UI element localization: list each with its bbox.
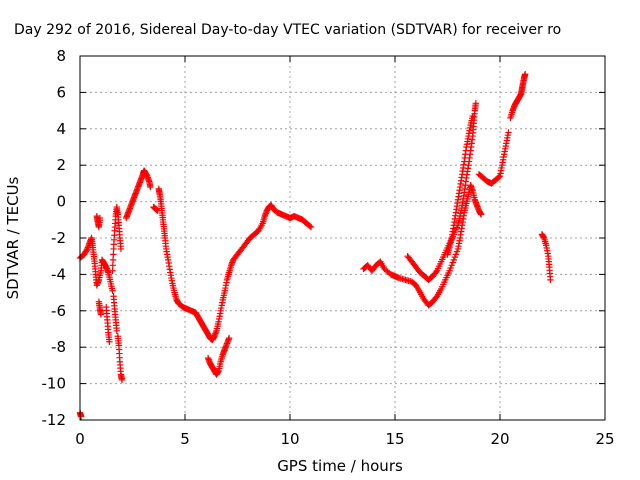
y-axis-label: SDTVAR / TECUs — [4, 176, 22, 299]
data-point — [307, 223, 315, 231]
x-tick-label: 0 — [75, 430, 85, 448]
data-point — [147, 183, 154, 191]
data-point — [109, 256, 117, 264]
data-point — [495, 173, 503, 181]
x-tick-label: 5 — [180, 430, 190, 448]
y-tick-label: 8 — [56, 47, 66, 65]
y-tick-label: -8 — [51, 338, 66, 356]
x-axis-ticks: 0 5 10 15 20 25 — [75, 56, 615, 448]
x-tick-label: 15 — [385, 430, 404, 448]
data-point — [477, 211, 485, 218]
x-axis-label: GPS time / hours — [277, 457, 403, 475]
grid-lines — [80, 56, 605, 420]
data-point — [117, 245, 125, 253]
y-tick-label: -10 — [42, 375, 67, 393]
data-point — [96, 214, 104, 222]
data-point — [522, 71, 529, 78]
data-point — [505, 129, 512, 136]
y-tick-label: 2 — [56, 156, 66, 174]
y-tick-label: -4 — [51, 265, 66, 283]
data-point — [113, 327, 120, 335]
data-point — [77, 413, 85, 420]
chart-title: Day 292 of 2016, Sidereal Day-to-day VTE… — [14, 22, 561, 38]
data-point — [225, 334, 233, 342]
y-tick-label: 0 — [56, 193, 66, 211]
data-point — [109, 287, 116, 294]
data-point — [110, 251, 117, 258]
data-point — [472, 100, 480, 107]
y-tick-label: 4 — [56, 120, 66, 138]
x-tick-label: 25 — [595, 430, 614, 448]
y-tick-label: -12 — [42, 411, 67, 429]
y-tick-label: -2 — [51, 229, 66, 247]
data-points — [76, 71, 554, 420]
x-tick-label: 10 — [280, 430, 299, 448]
data-point — [469, 112, 476, 120]
y-tick-label: 6 — [56, 83, 66, 101]
y-axis-ticks: -12 -10 -8 -6 -4 -2 0 2 4 6 8 — [42, 47, 605, 429]
x-tick-label: 20 — [490, 430, 509, 448]
data-point — [432, 268, 440, 276]
data-point — [306, 222, 314, 230]
data-point — [106, 338, 113, 345]
data-point — [109, 262, 117, 269]
data-point — [97, 311, 105, 318]
data-point — [547, 276, 554, 284]
data-point — [109, 267, 116, 274]
data-point — [118, 376, 126, 384]
y-tick-label: -6 — [51, 302, 66, 320]
